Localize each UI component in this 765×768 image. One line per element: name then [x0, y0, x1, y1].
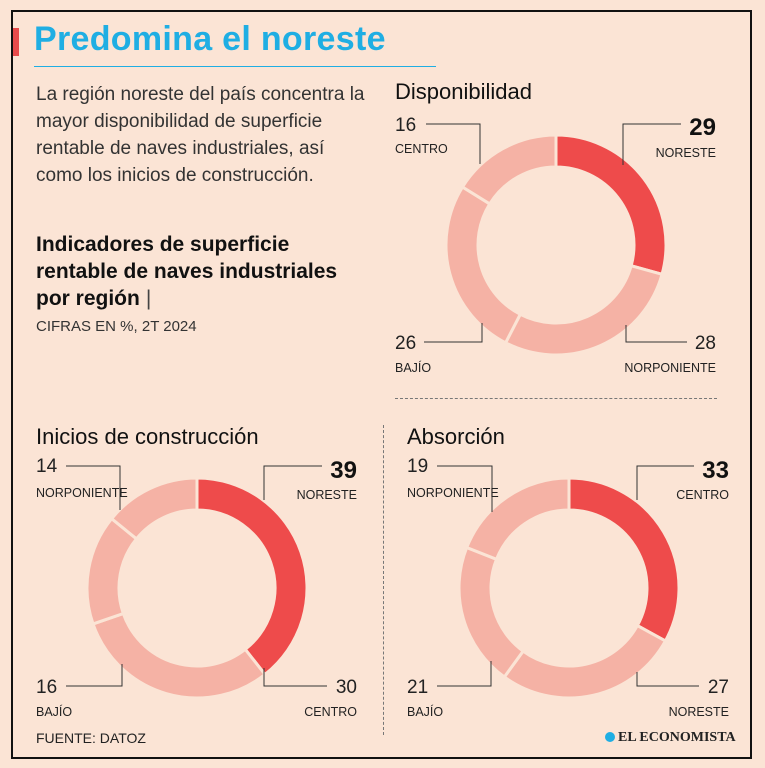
absorcion-slice-norponiente [464, 476, 571, 562]
disponibilidad-leader-noreste [622, 123, 681, 165]
inicios-de-construccion-leader-centro [263, 668, 327, 687]
absorcion-label-noreste: NORESTE [669, 705, 729, 719]
intro-text: La región noreste del país concentra la … [36, 84, 365, 186]
inicios-de-construccion-value-bajio: 16 [36, 677, 57, 698]
units-note: CIFRAS EN %, 2T 2024 [36, 318, 197, 335]
page-title: Predomina el noreste [34, 20, 386, 58]
infographic-frame [11, 10, 752, 759]
inicios-de-construccion-slice-centro [91, 611, 268, 700]
disponibilidad-value-centro: 16 [395, 115, 416, 136]
disponibilidad-value-norponiente: 28 [695, 333, 716, 354]
inicios-de-construccion-label-norponiente: NORPONIENTE [36, 486, 128, 500]
chart-subtitle: Indicadores de superficie rentable de na… [36, 231, 356, 312]
absorcion-value-norponiente: 19 [407, 456, 428, 477]
chart-subtitle-text: Indicadores de superficie rentable de na… [36, 233, 338, 310]
inicios-de-construccion-slice-noreste [195, 476, 309, 677]
disponibilidad-leader-centro [426, 123, 481, 164]
disponibilidad-slice-noreste [554, 133, 668, 277]
source-note: FUENTE: DATOZ [36, 730, 146, 746]
chart-title-absorcion: Absorción [407, 424, 505, 449]
absorcion-leader-bajio [437, 661, 492, 687]
title-underline [34, 66, 436, 67]
absorcion-label-bajio: BAJÍO [407, 704, 443, 719]
disponibilidad-label-centro: CENTRO [395, 142, 448, 156]
brand-logo: EL ECONOMISTA [605, 730, 736, 746]
disponibilidad-label-norponiente: NORPONIENTE [624, 361, 716, 375]
inicios-de-construccion-label-centro: CENTRO [304, 705, 357, 719]
inicios-de-construccion-leader-norponiente [66, 465, 121, 510]
inicios-de-construccion-leader-bajio [66, 664, 123, 687]
title-accent-bar [13, 28, 19, 56]
absorcion-label-norponiente: NORPONIENTE [407, 486, 499, 500]
brand-name: EL ECONOMISTA [618, 730, 736, 745]
inicios-de-construccion-value-norponiente: 14 [36, 456, 58, 477]
inicios-de-construccion-label-bajio: BAJÍO [36, 704, 72, 719]
disponibilidad-label-bajio: BAJÍO [395, 360, 431, 375]
disponibilidad-leader-bajio [424, 323, 483, 343]
disponibilidad-label-noreste: NORESTE [656, 146, 716, 160]
vertical-divider [383, 425, 384, 735]
brand-icon [605, 732, 615, 742]
inicios-de-construccion-label-noreste: NORESTE [297, 488, 357, 502]
subtitle-separator: | [145, 287, 152, 310]
absorcion-slice-noreste [502, 623, 668, 700]
inicios-de-construccion-slice-norponiente [109, 476, 199, 541]
absorcion-leader-centro [636, 465, 694, 500]
inicios-de-construccion-value-noreste: 39 [330, 457, 357, 484]
absorcion-value-bajio: 21 [407, 677, 428, 698]
disponibilidad-value-bajio: 26 [395, 333, 416, 354]
disponibilidad-value-noreste: 29 [689, 114, 716, 141]
absorcion-leader-norponiente [437, 465, 493, 512]
disponibilidad-slice-centro [460, 133, 558, 206]
chart-title-inicios: Inicios de construcción [36, 424, 259, 449]
absorcion-slice-centro [567, 476, 681, 644]
inicios-de-construccion-value-centro: 30 [336, 677, 357, 698]
absorcion-value-centro: 33 [702, 457, 729, 484]
disponibilidad-leader-norponiente [625, 325, 687, 343]
chart-title-disponibilidad: Disponibilidad [395, 79, 532, 104]
disponibilidad-slice-bajio [444, 184, 523, 345]
inicios-de-construccion-leader-noreste [263, 465, 322, 500]
absorcion-leader-noreste [636, 672, 699, 687]
absorcion-value-noreste: 27 [708, 677, 729, 698]
absorcion-label-centro: CENTRO [676, 488, 729, 502]
horizontal-divider [395, 398, 717, 399]
absorcion-slice-bajio [457, 545, 526, 680]
